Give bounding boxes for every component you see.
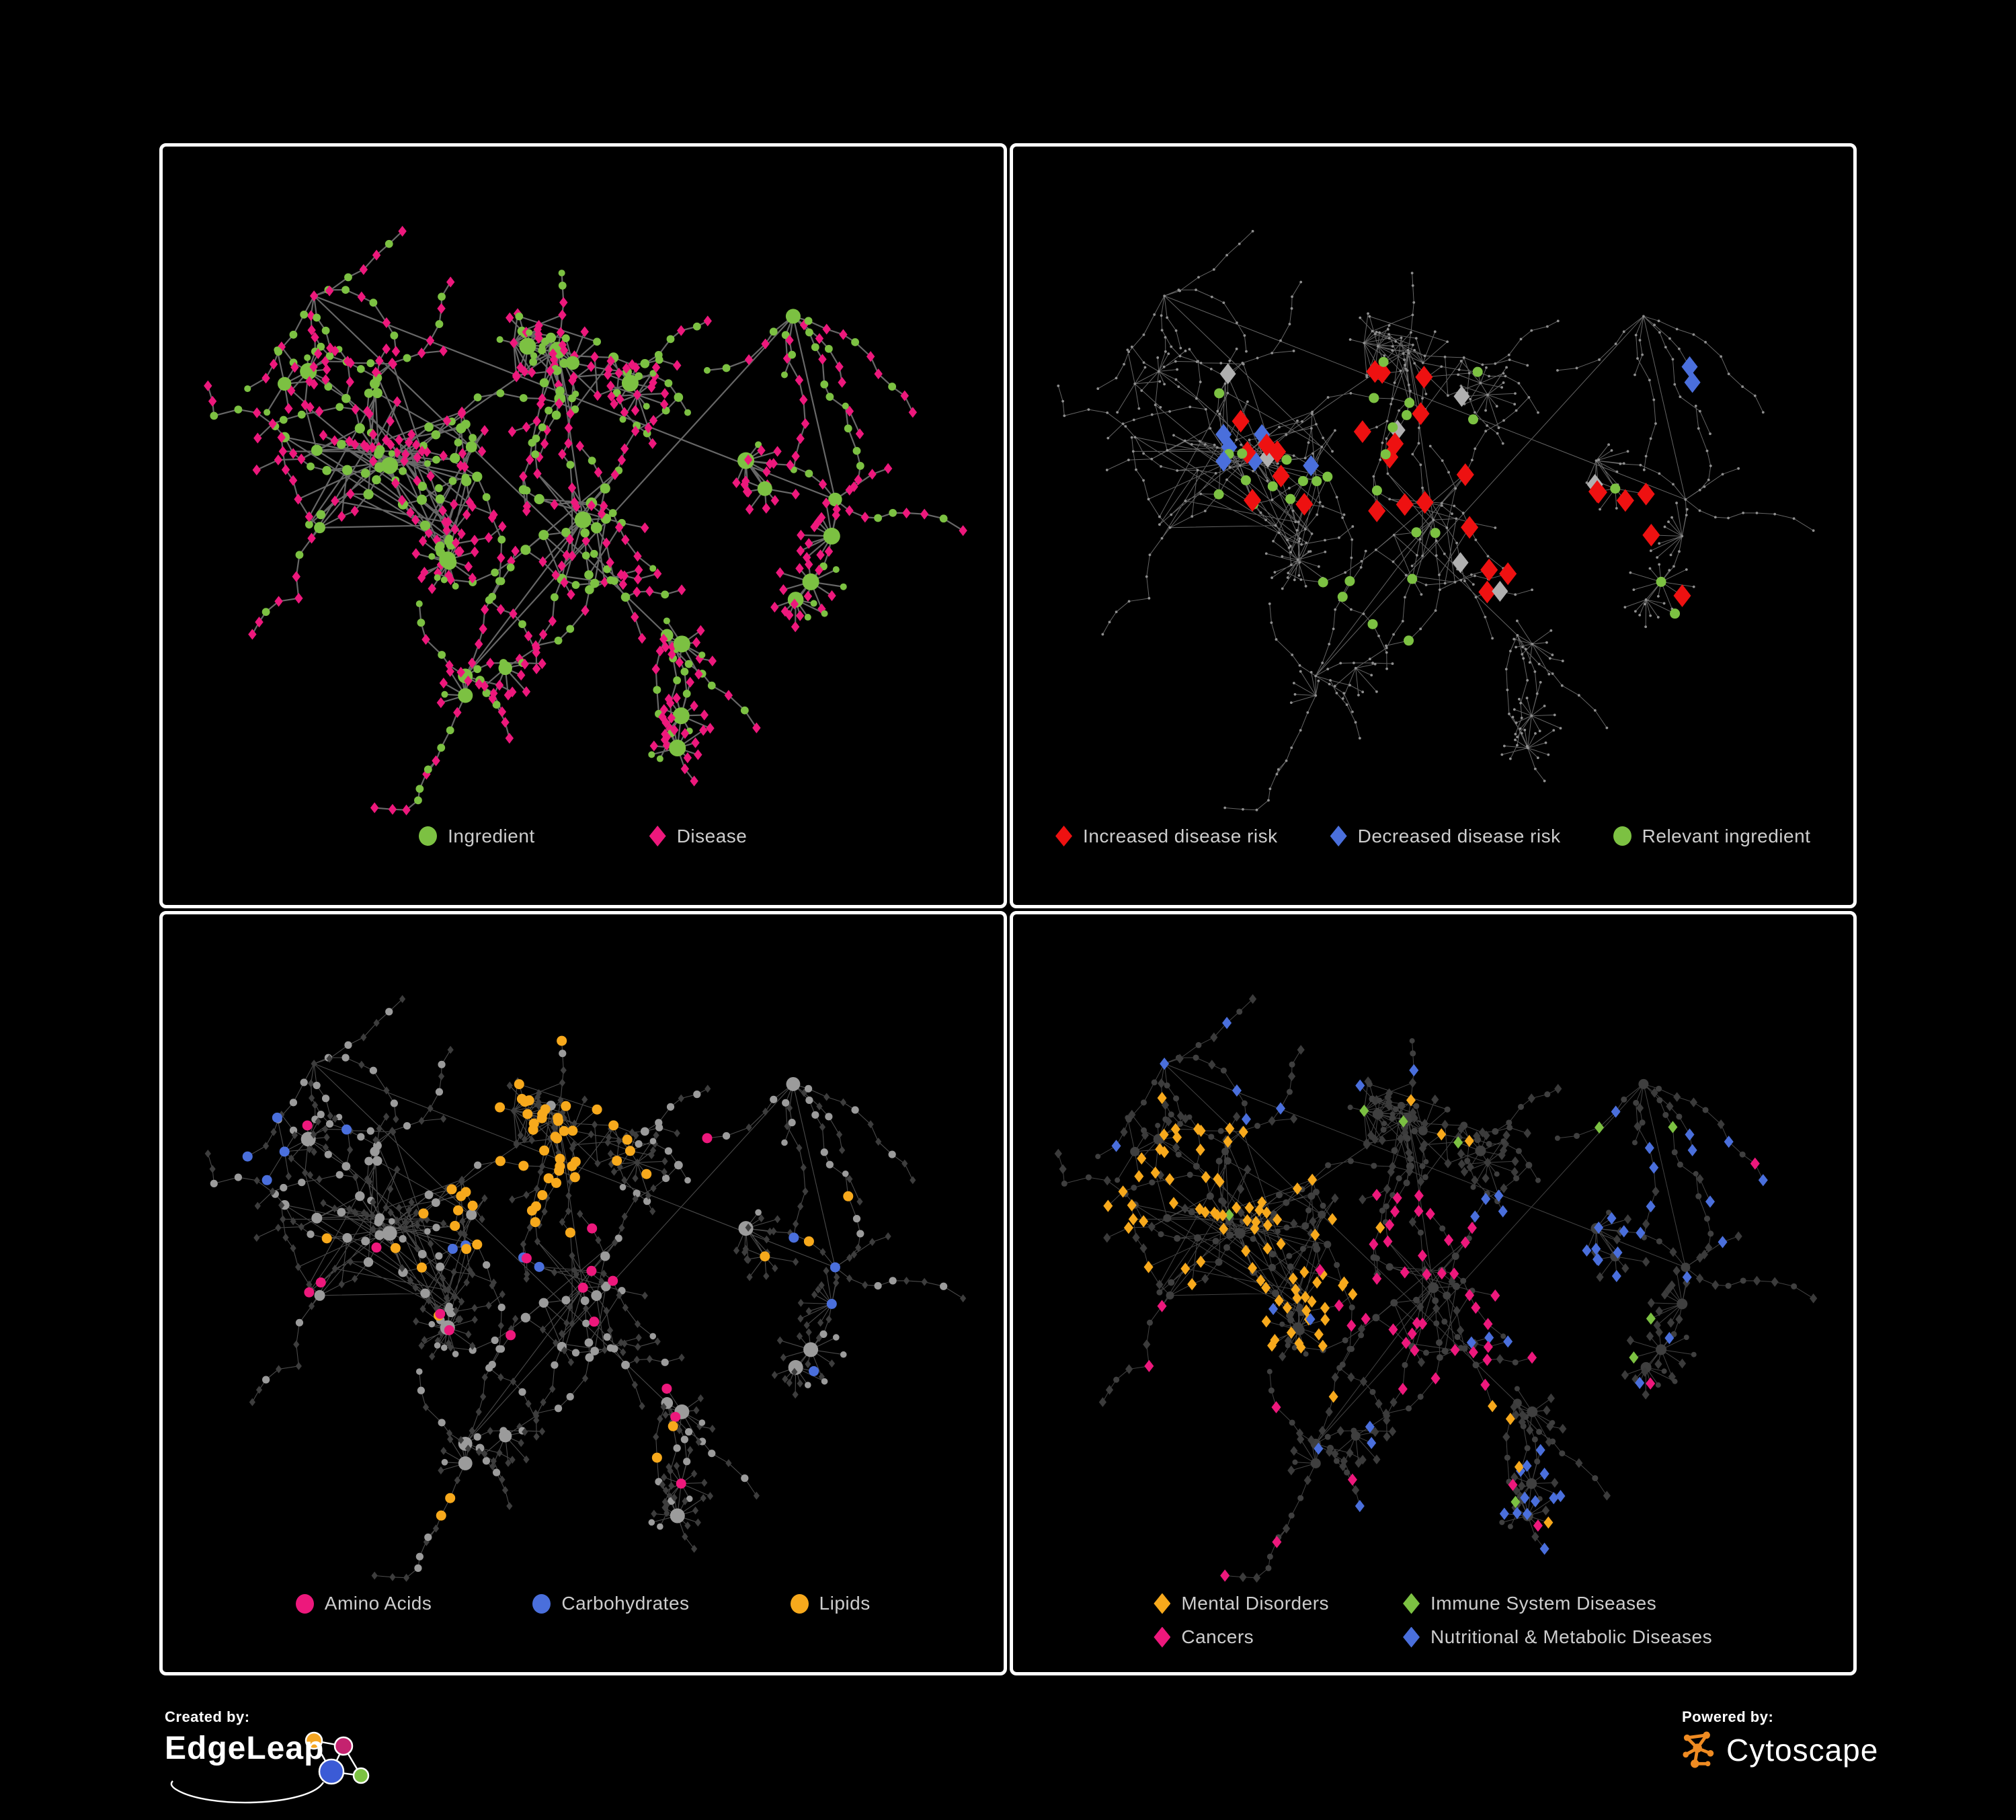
diamond-marker-icon — [1154, 1626, 1171, 1648]
legend-item-lipids: Lipids — [790, 1593, 871, 1614]
diamond-marker-icon — [1154, 1593, 1171, 1614]
circle-marker-icon — [1613, 826, 1631, 846]
panel-disease-risk: Increased disease risk Decreased disease … — [1009, 143, 1857, 908]
edgeleap-branding: Created by: EdgeLeap — [165, 1708, 387, 1809]
legend-label: Nutritional & Metabolic Diseases — [1430, 1626, 1713, 1647]
created-by-label: Created by: — [165, 1708, 250, 1725]
legend-label: Disease — [676, 825, 748, 846]
legend-item-relevant-ingredient: Relevant ingredient — [1613, 826, 1811, 847]
legend-nutrient-categories: Amino Acids Carbohydrates Lipids — [163, 1593, 1004, 1672]
legend-disease-categories: Mental Disorders Immune System Diseases Ca… — [1013, 1593, 1854, 1672]
legend-item-mental-disorders: Mental Disorders — [1154, 1593, 1329, 1614]
diamond-marker-icon — [1055, 826, 1073, 846]
diamond-marker-icon — [649, 826, 666, 846]
circle-marker-icon — [532, 1593, 551, 1614]
network-canvas-ingredient-disease — [204, 225, 967, 816]
legend-label: Mental Disorders — [1181, 1593, 1330, 1614]
network-canvas-nutrient-categories — [204, 994, 967, 1582]
diamond-marker-icon — [1403, 1593, 1420, 1614]
legend-item-amino-acids: Amino Acids — [295, 1593, 432, 1614]
network-canvas-disease-risk — [1056, 229, 1815, 812]
cytoscape-logo-icon — [1683, 1731, 1714, 1768]
circle-marker-icon — [790, 1593, 809, 1614]
panel-ingredient-disease: Ingredient Disease — [159, 143, 1007, 908]
legend-item-nutritional-metabolic-diseases: Nutritional & Metabolic Diseases — [1403, 1626, 1712, 1648]
network-figure-grid: Ingredient Disease Increased disease risk… — [159, 143, 1857, 1675]
legend-item-immune-system-diseases: Immune System Diseases — [1403, 1593, 1712, 1614]
powered-by-label: Powered by: — [1682, 1708, 1774, 1725]
legend-item-increased-disease-risk: Increased disease risk — [1055, 826, 1278, 847]
legend-label: Immune System Diseases — [1430, 1593, 1657, 1614]
legend-label: Carbohydrates — [561, 1593, 690, 1614]
legend-label: Ingredient — [448, 825, 535, 846]
legend-label: Lipids — [819, 1593, 871, 1614]
legend-item-carbohydrates: Carbohydrates — [532, 1593, 689, 1614]
legend-item-decreased-disease-risk: Decreased disease risk — [1330, 826, 1561, 847]
network-canvas-disease-categories — [1054, 994, 1817, 1583]
legend-label: Increased disease risk — [1083, 825, 1278, 846]
cytoscape-branding: Powered by: Cytoscape — [1682, 1708, 1884, 1809]
legend-disease-risk: Increased disease risk Decreased disease … — [1013, 826, 1854, 905]
circle-marker-icon — [295, 1593, 314, 1614]
legend-label: Relevant ingredient — [1642, 825, 1811, 846]
cytoscape-wordmark: Cytoscape — [1726, 1733, 1879, 1768]
legend-label: Decreased disease risk — [1357, 825, 1561, 846]
diamond-marker-icon — [1330, 826, 1347, 846]
legend-label: Amino Acids — [324, 1593, 432, 1614]
legend-ingredient-disease: Ingredient Disease — [163, 826, 1004, 905]
panel-disease-categories: Mental Disorders Immune System Diseases Ca… — [1009, 910, 1857, 1675]
legend-item-ingredient: Ingredient — [419, 826, 535, 847]
legend-label: Cancers — [1181, 1626, 1254, 1647]
circle-marker-icon — [419, 826, 438, 846]
edgeleap-wordmark: EdgeLeap — [165, 1731, 325, 1766]
panel-nutrient-categories: Amino Acids Carbohydrates Lipids — [159, 910, 1007, 1675]
diamond-marker-icon — [1403, 1626, 1420, 1648]
legend-item-cancers: Cancers — [1154, 1626, 1329, 1648]
legend-item-disease: Disease — [649, 826, 748, 847]
edgeleap-logo-icon — [170, 1731, 370, 1804]
